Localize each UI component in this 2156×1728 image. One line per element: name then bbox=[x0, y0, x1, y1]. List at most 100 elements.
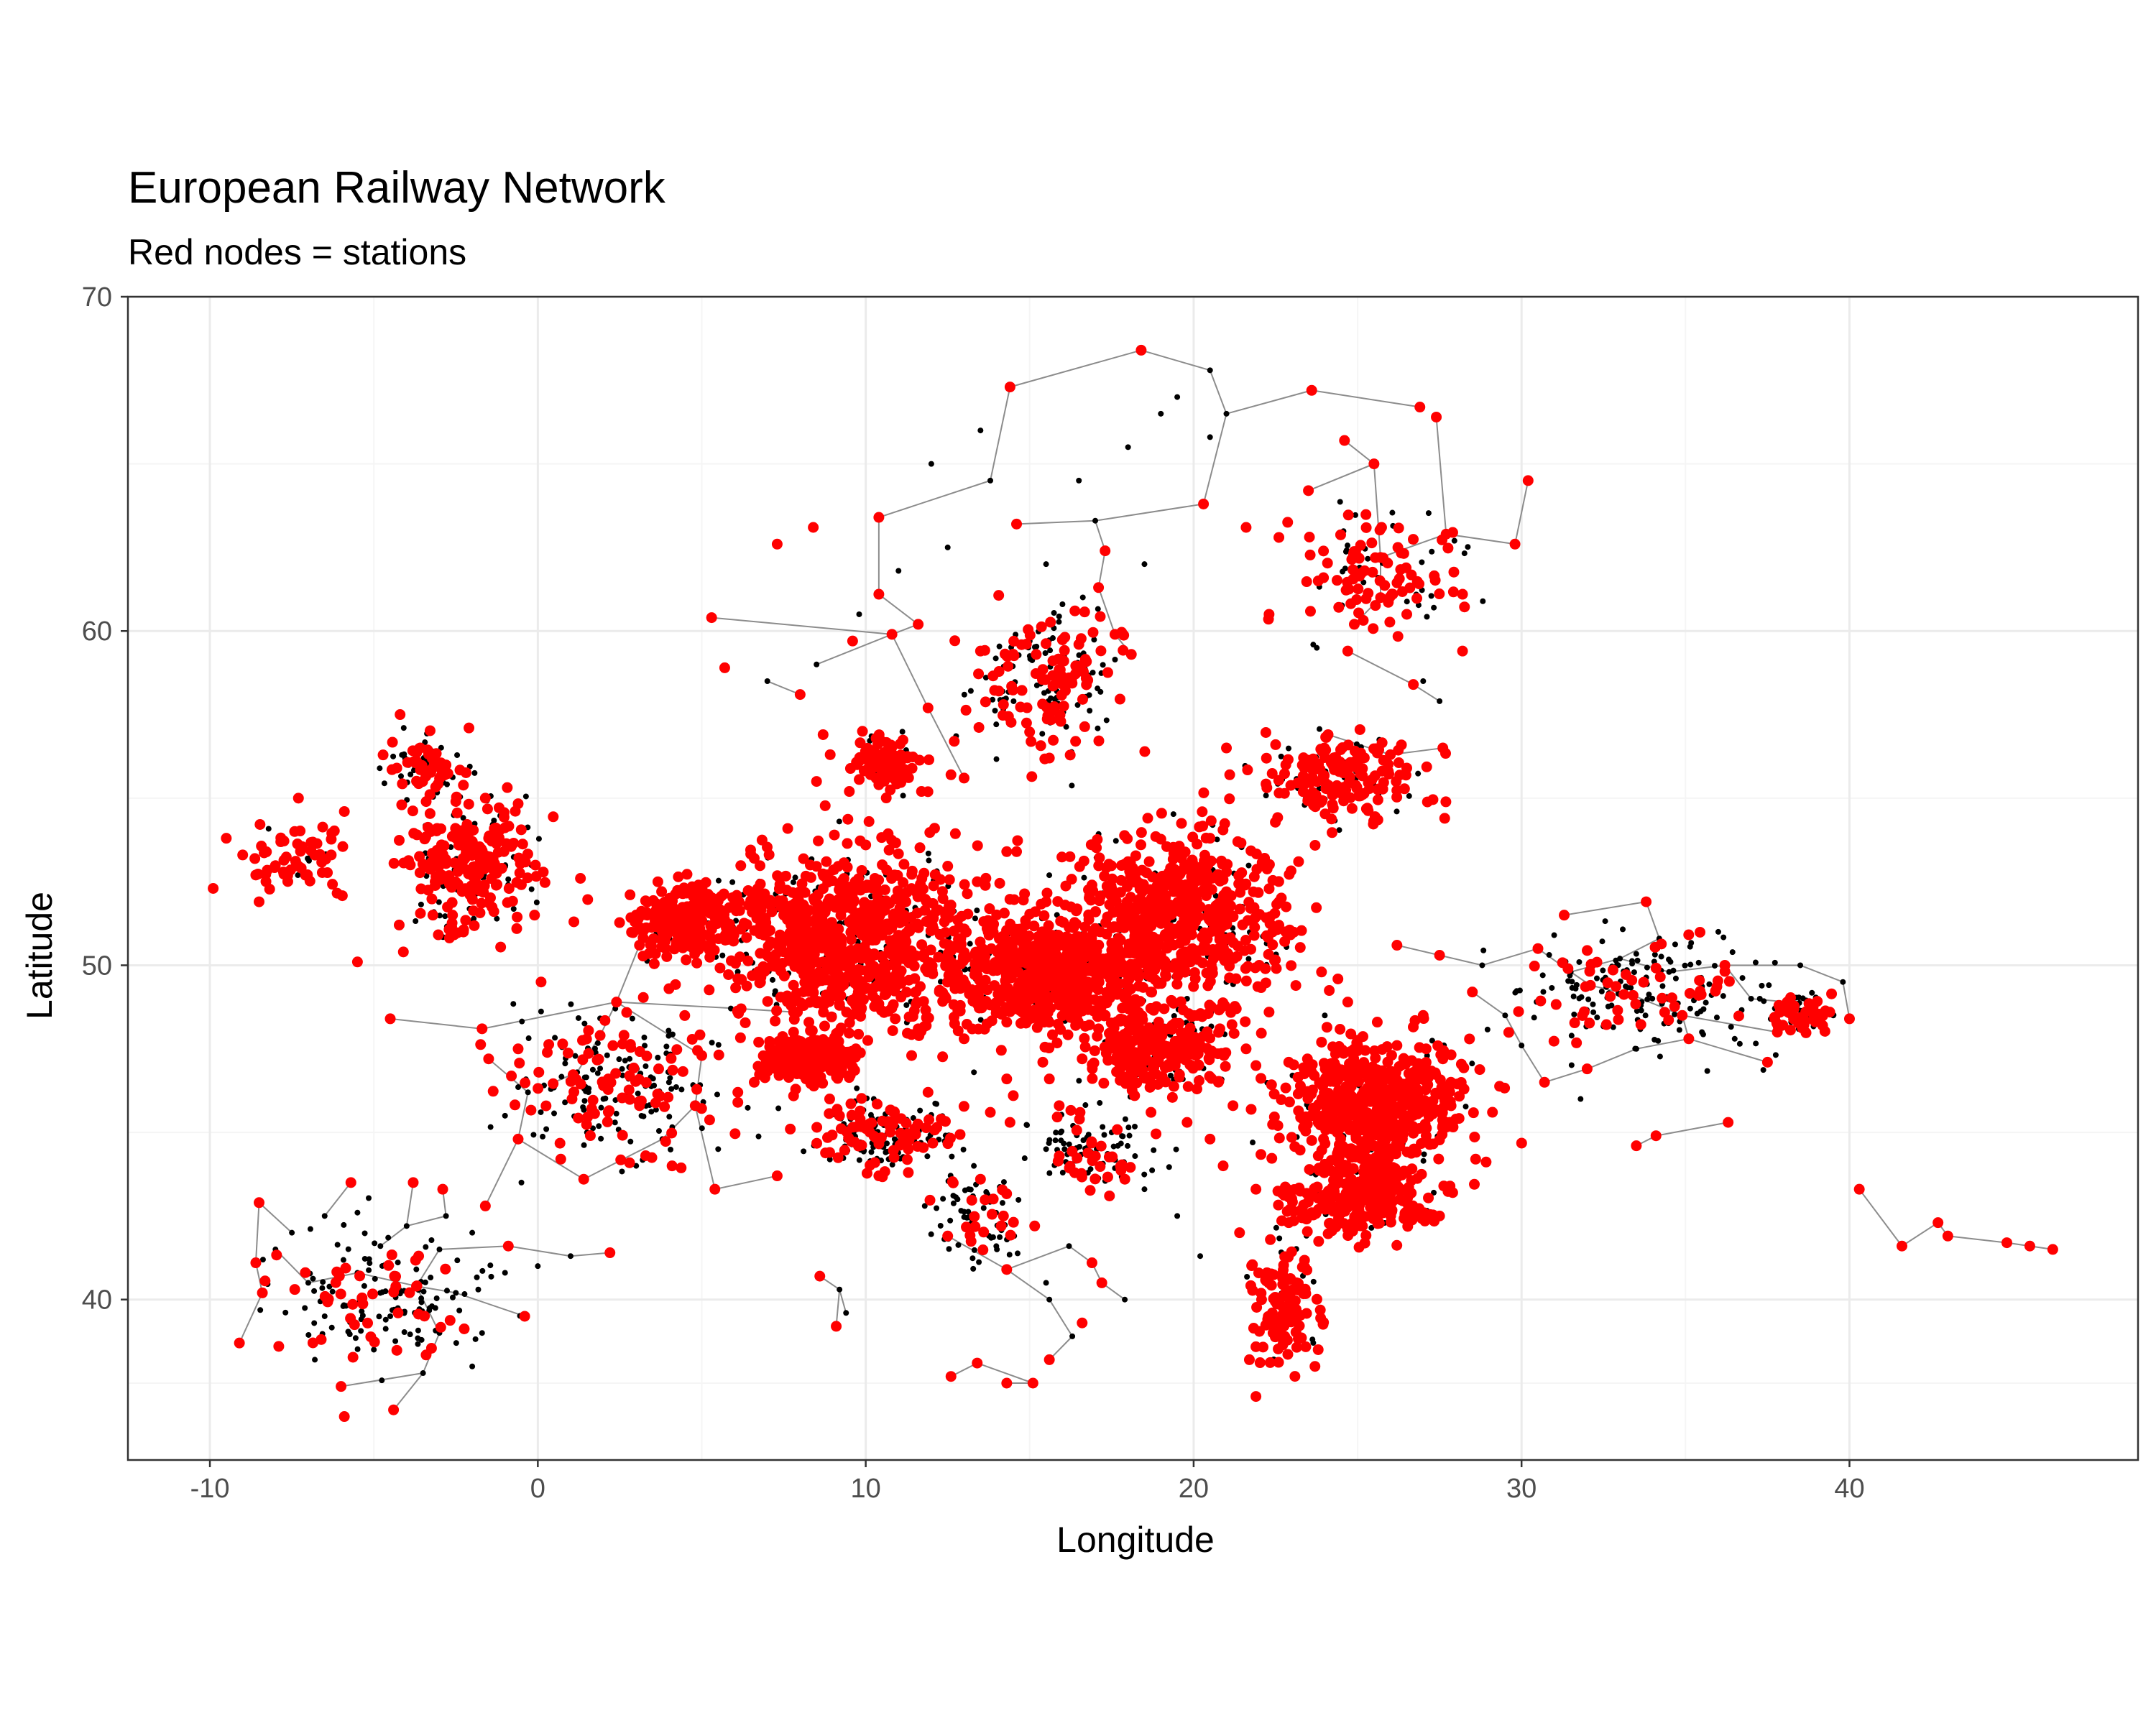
station-point bbox=[1232, 951, 1243, 962]
junction-point bbox=[1569, 1032, 1575, 1038]
junction-point bbox=[604, 1053, 610, 1058]
junction-point bbox=[534, 900, 540, 905]
station-point bbox=[1285, 930, 1296, 941]
junction-point bbox=[1677, 1027, 1682, 1032]
station-point bbox=[832, 1067, 843, 1078]
junction-point bbox=[377, 1290, 383, 1295]
station-point bbox=[1241, 976, 1252, 987]
junction-point bbox=[857, 611, 862, 617]
junction-point bbox=[427, 1306, 433, 1311]
station-point bbox=[849, 1065, 860, 1076]
station-point bbox=[1240, 1016, 1250, 1027]
station-point bbox=[704, 952, 715, 963]
junction-point bbox=[1629, 958, 1635, 964]
junction-point bbox=[418, 902, 424, 907]
junction-point bbox=[395, 1260, 401, 1265]
station-point bbox=[1079, 856, 1089, 867]
station-point bbox=[880, 989, 891, 999]
station-point bbox=[1266, 1079, 1277, 1090]
junction-point bbox=[1141, 1186, 1147, 1192]
station-point bbox=[433, 861, 444, 872]
junction-point bbox=[382, 1288, 388, 1294]
station-point bbox=[1202, 945, 1212, 956]
station-point bbox=[806, 872, 816, 883]
junction-point bbox=[1263, 793, 1269, 798]
junction-point bbox=[1041, 690, 1047, 696]
junction-point bbox=[1080, 1137, 1086, 1143]
junction-point bbox=[502, 1113, 508, 1119]
station-point bbox=[426, 894, 437, 905]
junction-point bbox=[977, 428, 983, 433]
station-point bbox=[1063, 1030, 1074, 1040]
station-point bbox=[821, 922, 831, 933]
station-point bbox=[415, 884, 426, 895]
station-point bbox=[1179, 859, 1190, 870]
junction-point bbox=[428, 1237, 434, 1243]
station-point bbox=[873, 874, 884, 885]
station-point bbox=[922, 966, 933, 977]
station-point bbox=[1124, 948, 1135, 958]
junction-point bbox=[581, 1142, 587, 1148]
station-point bbox=[818, 1000, 829, 1011]
station-point bbox=[411, 776, 422, 787]
junction-point bbox=[655, 1055, 660, 1061]
junction-point bbox=[972, 915, 978, 921]
station-point bbox=[844, 1027, 854, 1038]
station-point bbox=[972, 987, 982, 998]
junction-point bbox=[341, 1257, 346, 1263]
junction-point bbox=[857, 1158, 862, 1163]
junction-point bbox=[1406, 793, 1412, 799]
junction-point bbox=[1766, 982, 1772, 988]
junction-point bbox=[322, 1213, 328, 1219]
station-point bbox=[420, 831, 431, 842]
station-point bbox=[691, 958, 702, 969]
station-point bbox=[1089, 994, 1100, 1005]
station-point bbox=[921, 1004, 931, 1015]
junction-point bbox=[1569, 979, 1575, 984]
station-point bbox=[734, 951, 745, 962]
junction-point bbox=[1599, 989, 1605, 994]
station-point bbox=[1218, 943, 1229, 953]
station-point bbox=[1206, 816, 1217, 826]
station-point bbox=[1144, 941, 1155, 952]
station-point bbox=[689, 898, 700, 909]
station-point bbox=[1421, 1057, 1432, 1068]
junction-point bbox=[599, 1105, 604, 1111]
station-point bbox=[1177, 849, 1188, 860]
junction-point bbox=[392, 1339, 398, 1344]
junction-point bbox=[502, 1270, 508, 1275]
station-point bbox=[893, 849, 904, 859]
station-point bbox=[279, 855, 290, 866]
station-point bbox=[974, 1002, 985, 1013]
station-point bbox=[1202, 968, 1212, 979]
station-point bbox=[1327, 1041, 1338, 1052]
junction-point bbox=[367, 1256, 372, 1262]
junction-point bbox=[900, 729, 906, 734]
station-point bbox=[742, 981, 752, 992]
junction-point bbox=[1174, 1147, 1179, 1152]
junction-point bbox=[1635, 958, 1641, 964]
junction-point bbox=[947, 1218, 953, 1224]
station-point bbox=[1136, 827, 1147, 838]
junction-point bbox=[714, 1091, 720, 1097]
junction-point bbox=[1703, 999, 1709, 1005]
station-point bbox=[1143, 970, 1153, 981]
junction-point bbox=[302, 1305, 308, 1311]
junction-point bbox=[1250, 1140, 1256, 1145]
station-point bbox=[1082, 965, 1093, 976]
station-point bbox=[802, 1060, 813, 1071]
station-point bbox=[1147, 872, 1158, 882]
station-point bbox=[1089, 1058, 1100, 1068]
junction-point bbox=[801, 1148, 806, 1154]
junction-point bbox=[1061, 1146, 1067, 1152]
junction-point bbox=[1549, 985, 1554, 991]
junction-point bbox=[951, 1201, 957, 1206]
junction-point bbox=[1700, 1007, 1706, 1012]
junction-point bbox=[1840, 979, 1846, 985]
junction-point bbox=[663, 1043, 669, 1049]
junction-point bbox=[619, 1168, 625, 1174]
station-point bbox=[689, 939, 700, 950]
junction-point bbox=[924, 1153, 930, 1159]
station-point bbox=[475, 854, 486, 864]
